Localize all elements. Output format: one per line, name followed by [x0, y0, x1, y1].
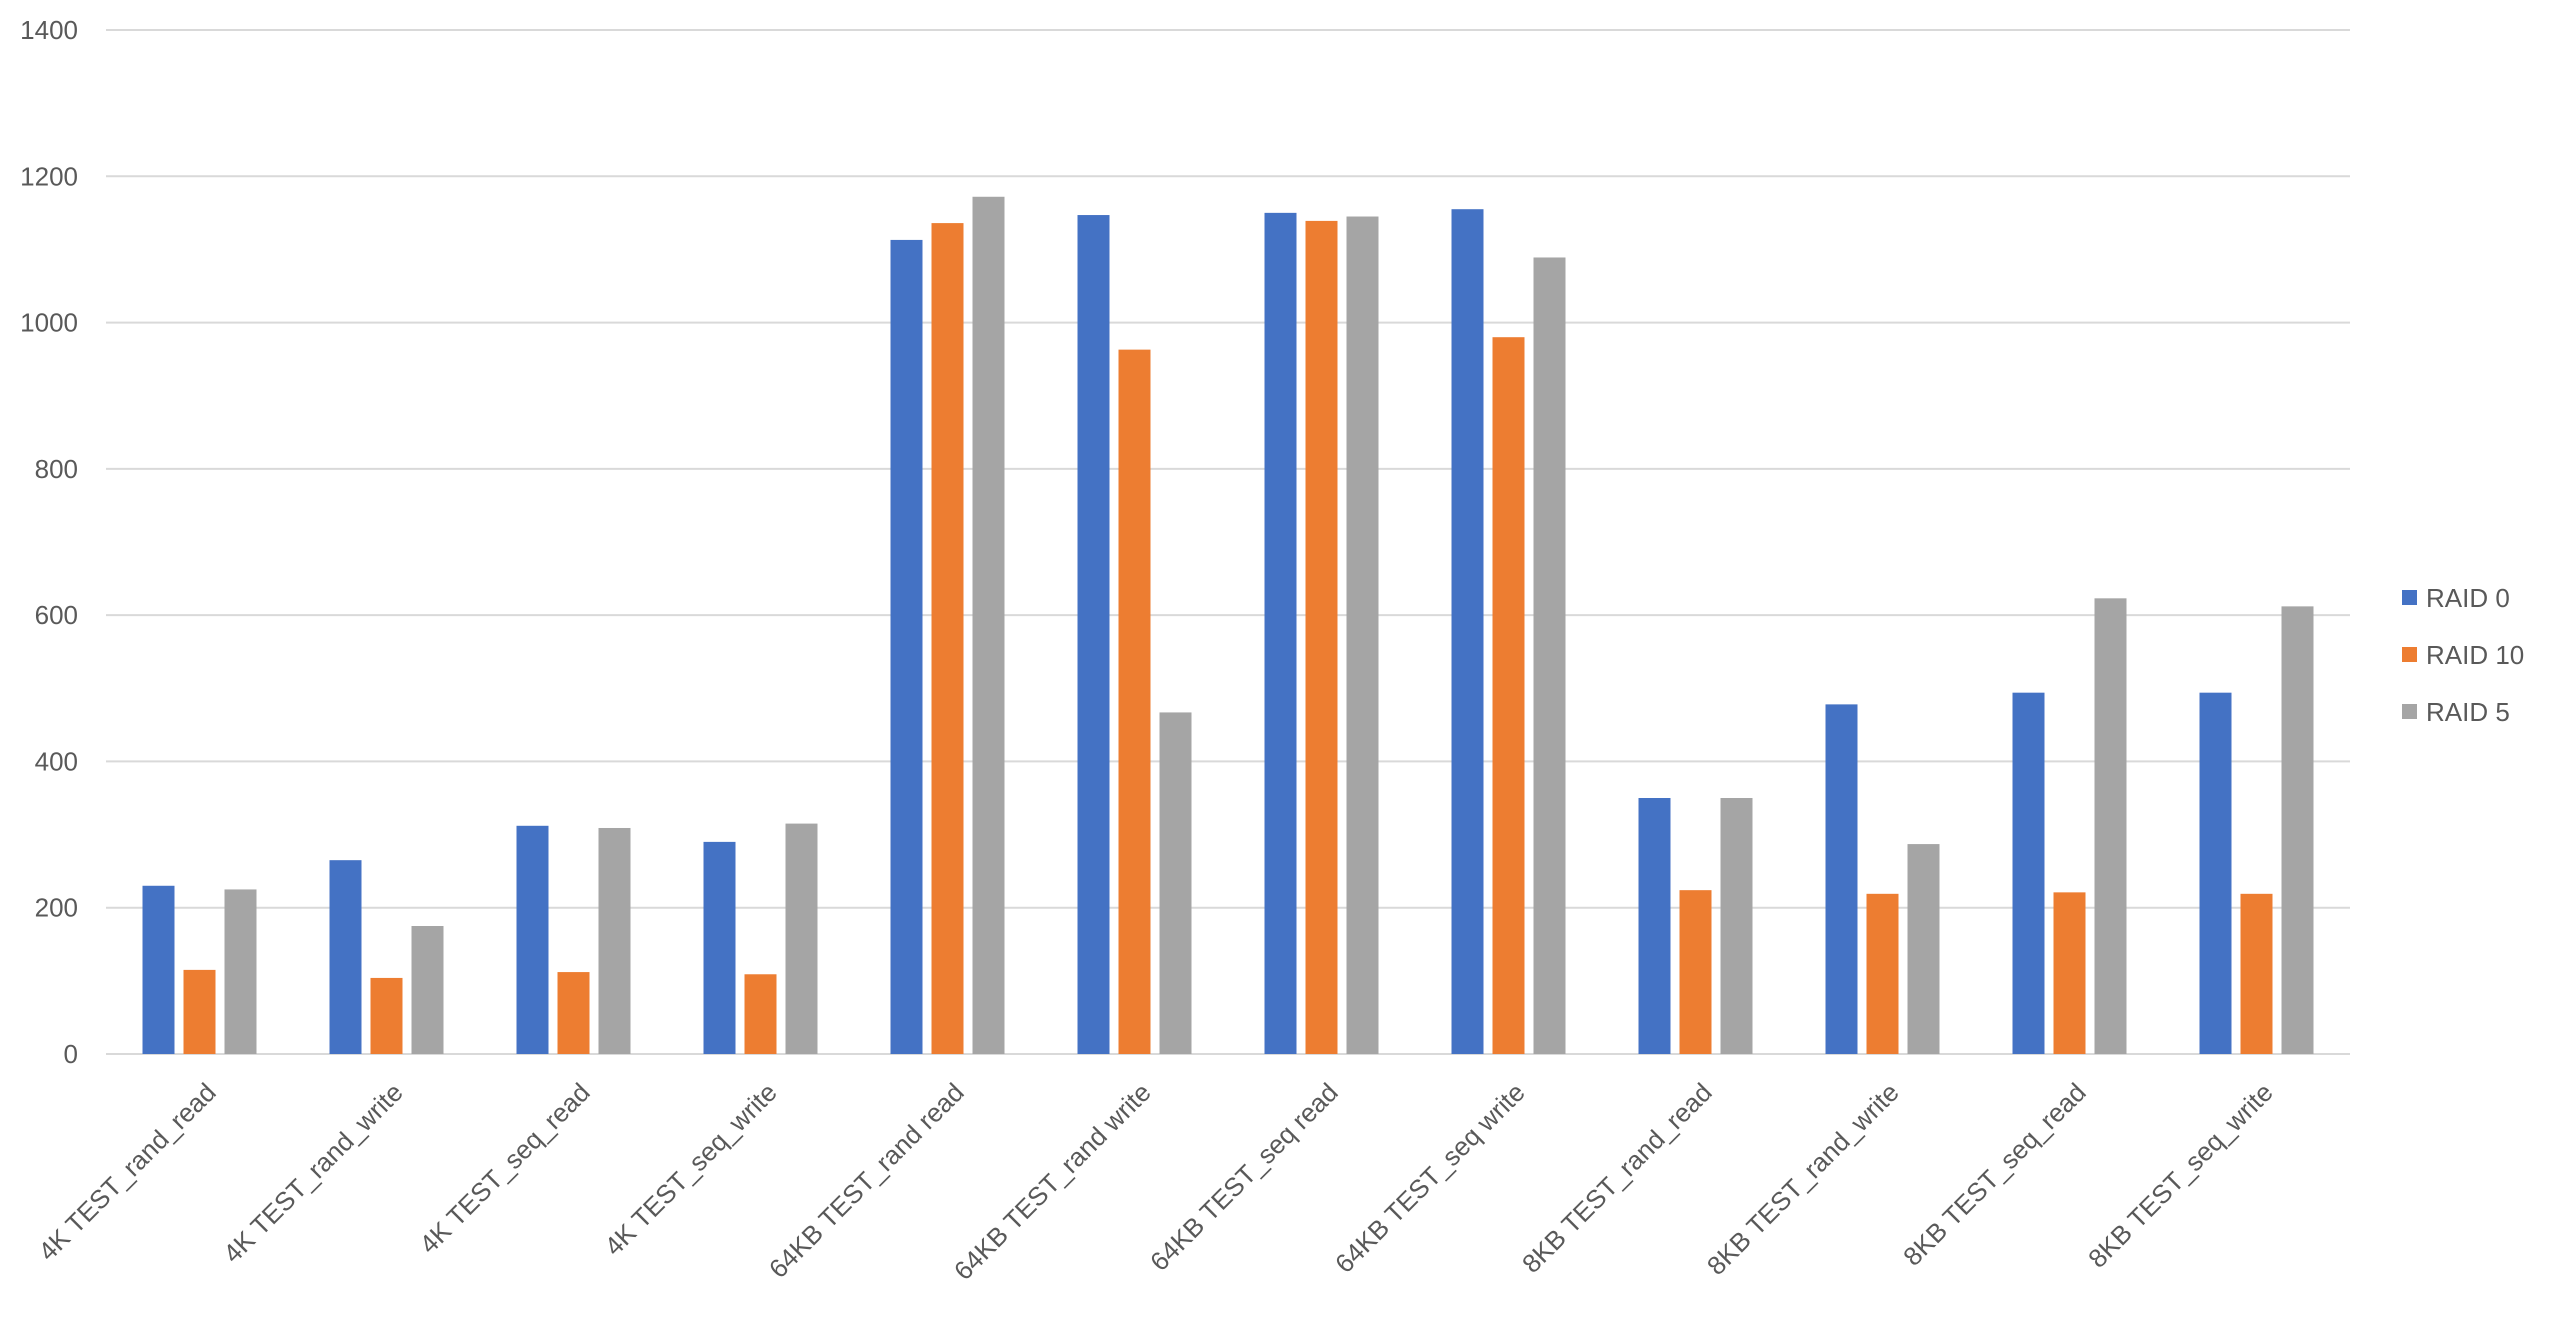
- bar-raid-5: [2281, 606, 2314, 1054]
- bar-raid-0: [1264, 212, 1297, 1054]
- bar-raid-0: [516, 825, 549, 1054]
- bar-raid-10: [744, 974, 777, 1054]
- bar-raid-10: [931, 223, 964, 1054]
- bar-raid-5: [785, 823, 818, 1054]
- x-category-label: 4K TEST_seq_write: [598, 1077, 782, 1261]
- bar-raid-0: [142, 885, 175, 1054]
- bar-raid-0: [1638, 798, 1671, 1054]
- x-category-label: 8KB TEST_seq_read: [1897, 1077, 2092, 1272]
- y-tick-label: 0: [64, 1039, 78, 1069]
- x-category-label: 64KB TEST_seq write: [1329, 1077, 1531, 1279]
- legend-label: RAID 5: [2426, 697, 2510, 727]
- x-category-label: 64KB TEST_rand read: [763, 1077, 970, 1284]
- legend-label: RAID 10: [2426, 640, 2524, 670]
- bar-raid-0: [890, 239, 923, 1055]
- bar-raid-0: [329, 860, 362, 1054]
- y-tick-label: 400: [35, 746, 78, 776]
- bar-raid-5: [1346, 216, 1379, 1054]
- bar-raid-5: [972, 196, 1005, 1054]
- legend-label: RAID 0: [2426, 583, 2510, 613]
- gridlines: [106, 29, 2350, 1055]
- bar-raid-10: [1679, 890, 1712, 1054]
- bar-raid-0: [1825, 704, 1858, 1054]
- bars: [142, 196, 2314, 1055]
- bar-raid-0: [2199, 692, 2232, 1054]
- x-category-label: 4K TEST_seq_read: [413, 1077, 595, 1259]
- x-category-label: 8KB TEST_rand_read: [1516, 1077, 1718, 1279]
- bar-raid-10: [2240, 893, 2273, 1054]
- x-category-label: 64KB TEST_seq read: [1144, 1077, 1344, 1277]
- bar-raid-5: [411, 926, 444, 1054]
- bar-raid-5: [598, 827, 631, 1054]
- legend-swatch: [2402, 590, 2417, 605]
- x-category-label: 8KB TEST_seq_write: [2082, 1077, 2279, 1274]
- bar-raid-5: [1907, 844, 1940, 1054]
- bar-raid-10: [1866, 893, 1899, 1054]
- bar-raid-0: [1451, 209, 1484, 1054]
- bar-raid-5: [1159, 712, 1192, 1054]
- bar-raid-0: [703, 841, 736, 1054]
- bar-raid-0: [1077, 215, 1110, 1055]
- x-category-label: 64KB TEST_rand write: [948, 1077, 1157, 1286]
- legend-swatch: [2402, 704, 2417, 719]
- legend-swatch: [2402, 647, 2417, 662]
- bar-raid-10: [2053, 892, 2086, 1054]
- y-tick-label: 1400: [20, 15, 78, 45]
- y-tick-label: 1200: [20, 161, 78, 191]
- x-category-label: 8KB TEST_rand_write: [1701, 1077, 1905, 1281]
- bar-raid-10: [1118, 349, 1151, 1054]
- bar-raid-10: [1492, 337, 1525, 1054]
- x-category-label: 4K TEST_rand_read: [32, 1077, 222, 1267]
- bar-raid-0: [2012, 692, 2045, 1054]
- bar-raid-10: [183, 969, 216, 1054]
- bar-raid-10: [557, 972, 590, 1054]
- bar-raid-5: [1720, 798, 1753, 1054]
- bar-raid-5: [1533, 257, 1566, 1055]
- legend: RAID 0 RAID 10 RAID 5: [2402, 583, 2524, 727]
- bar-raid-10: [370, 977, 403, 1054]
- y-tick-label: 800: [35, 454, 78, 484]
- bar-raid-5: [224, 889, 257, 1054]
- y-tick-label: 1000: [20, 308, 78, 338]
- bar-raid-5: [2094, 598, 2127, 1054]
- y-tick-label: 600: [35, 600, 78, 630]
- bar-raid-10: [1305, 220, 1338, 1055]
- x-category-label: 4K TEST_rand_write: [217, 1077, 409, 1269]
- y-axis: 0 200 400 600 800 1000 1200 1400: [20, 15, 78, 1069]
- y-tick-label: 200: [35, 893, 78, 923]
